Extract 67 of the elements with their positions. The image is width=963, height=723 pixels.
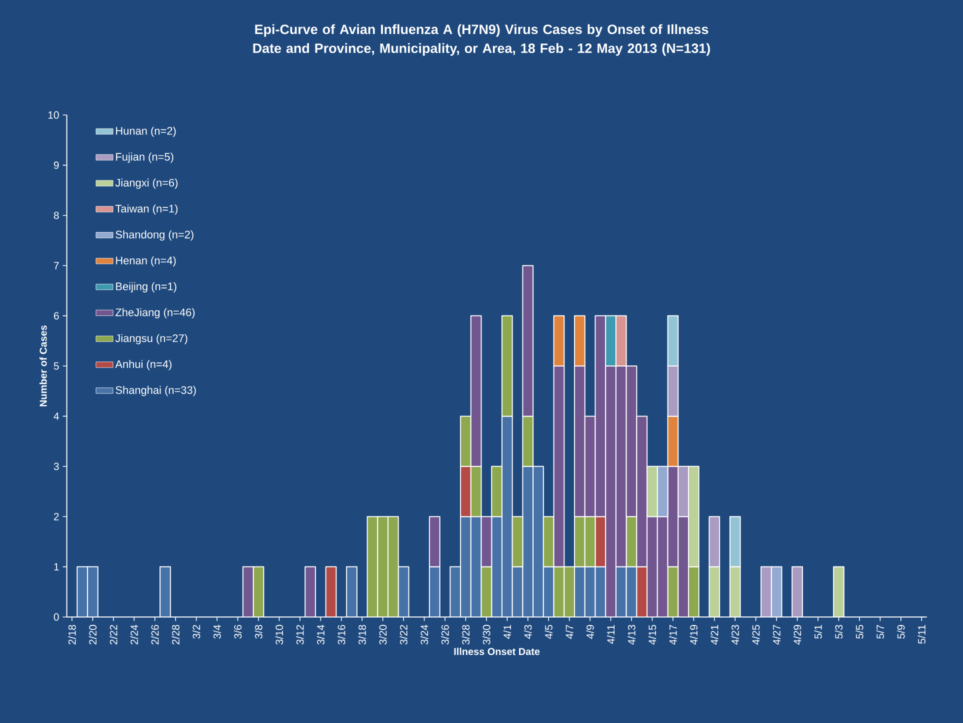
x-tick-label: 2/26 [151, 624, 159, 644]
x-tick-label: 3/14 [316, 624, 325, 644]
x-tick-label: 4/19 [690, 625, 698, 645]
x-tick-label: 3/6 [234, 624, 242, 639]
x-tick-label: 3/24 [420, 624, 428, 644]
x-tick-label: 4/15 [648, 624, 656, 645]
legend-label: Anhui (n=4) [115, 360, 172, 370]
x-tick-label: 4/1 [503, 625, 512, 639]
x-tick-label: 5/5 [856, 624, 864, 639]
y-tick-label: 7 [54, 262, 59, 270]
y-tick-label: 5 [54, 362, 59, 370]
x-tick-label: 3/2 [192, 625, 200, 639]
legend-label: Hunan (n=2) [116, 126, 176, 137]
x-tick-label: 4/23 [731, 624, 739, 645]
x-tick-label: 3/18 [358, 624, 366, 644]
y-tick-label: 2 [54, 512, 59, 520]
x-tick-label: 3/30 [482, 624, 490, 644]
y-tick-label: 0 [54, 613, 59, 621]
x-tick-label: 4/7 [565, 625, 574, 639]
y-tick-label: 1 [54, 563, 59, 570]
legend-label: Fujian (n=5) [116, 152, 174, 163]
legend-label: ZheJiang (n=46) [116, 308, 195, 318]
legend-label: Jiangsu (n=27) [115, 334, 188, 344]
y-tick-label: 8 [54, 212, 59, 220]
x-axis-title: Illness Onset Date [454, 648, 540, 656]
legend-label: Shanghai (n=33) [116, 386, 196, 396]
x-tick-label: 5/3 [834, 624, 843, 639]
legend-label: Shandong (n=2) [116, 230, 194, 241]
legend-label: Henan (n=4) [116, 256, 176, 267]
x-tick-label: 4/21 [710, 625, 718, 645]
x-tick-label: 3/20 [378, 624, 387, 644]
x-tick-label: 4/25 [752, 624, 760, 645]
x-tick-label: 3/4 [213, 624, 221, 639]
x-tick-label: 3/10 [275, 624, 284, 644]
x-tick-label: 5/7 [876, 625, 884, 639]
x-tick-label: 2/24 [130, 624, 138, 644]
x-tick-label: 5/1 [814, 625, 822, 639]
legend-label: Jiangxi (n=6) [115, 178, 178, 189]
x-tick-label: 3/16 [338, 624, 346, 644]
chart-title: Epi-Curve of Avian Influenza A (H7N9) Virus Cases by Onset of Illness Date and Province, Municipality, or Area, 18 Feb - 12 May 2013 (N=131) [253, 24, 710, 56]
x-tick-label: 4/3 [524, 624, 532, 639]
x-tick-label: 5/9 [897, 625, 905, 639]
y-tick-label: 6 [54, 312, 59, 320]
x-tick-label: 4/13 [628, 624, 636, 645]
x-tick-label: 3/22 [400, 625, 408, 644]
x-tick-label: 4/29 [793, 625, 802, 645]
x-tick-label: 3/28 [462, 624, 470, 644]
x-tick-label: 2/20 [88, 624, 97, 644]
x-tick-label: 2/28 [172, 624, 180, 644]
x-tick-label: 4/11 [606, 625, 615, 644]
legend-label: Taiwan (n=1) [115, 204, 178, 215]
x-tick-label: 4/9 [586, 625, 594, 639]
y-tick-label: 3 [54, 462, 59, 470]
y-tick-label: 9 [54, 162, 59, 169]
x-tick-label: 2/22 [110, 625, 118, 644]
x-tick-label: 3/12 [296, 625, 304, 644]
x-tick-label: 3/26 [441, 624, 449, 644]
x-tick-label: 4/5 [544, 624, 552, 639]
y-tick-label: 4 [54, 412, 59, 420]
x-tick-label: 3/8 [254, 624, 262, 639]
x-tick-label: 4/27 [772, 625, 780, 645]
y-axis-title: Number of Cases [39, 325, 47, 406]
legend-label: Beijing (n=1) [116, 282, 176, 292]
x-tick-label: 2/18 [68, 624, 76, 644]
x-tick-label: 5/11 [918, 625, 926, 644]
y-tick-label: 10 [48, 111, 59, 119]
x-tick-label: 4/17 [669, 625, 677, 645]
